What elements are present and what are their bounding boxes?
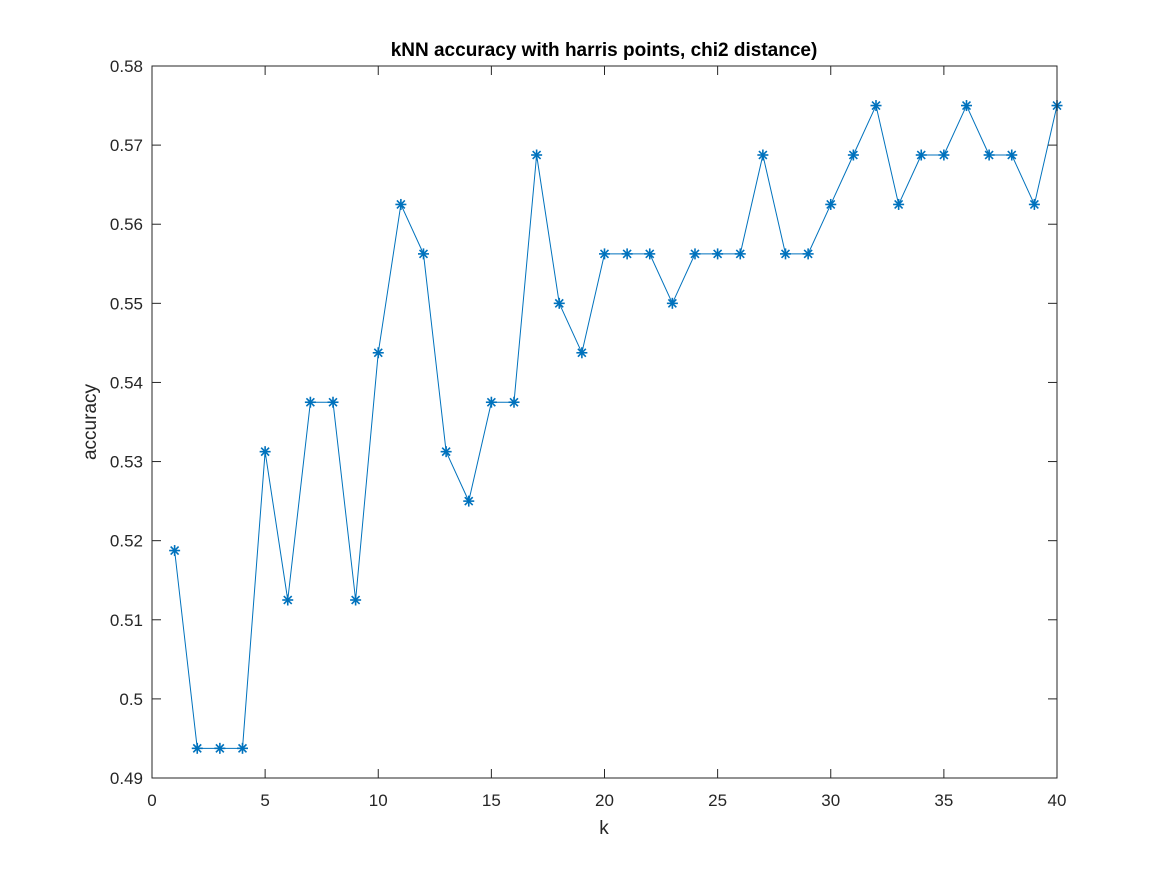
y-tick-label: 0.51	[110, 611, 143, 630]
data-point-marker	[644, 248, 656, 260]
data-point-marker	[418, 248, 429, 260]
x-tick-label: 0	[147, 791, 156, 810]
x-tick-label: 20	[595, 791, 614, 810]
data-point-marker	[282, 594, 294, 606]
data-point-marker	[847, 149, 859, 161]
data-point-marker	[191, 742, 203, 754]
y-tick-label: 0.52	[110, 532, 143, 551]
y-axis-label: accuracy	[80, 383, 101, 460]
x-tick-label: 35	[934, 791, 953, 810]
x-tick-label: 10	[369, 791, 388, 810]
data-point-marker	[983, 149, 995, 161]
data-point-marker	[780, 248, 791, 260]
x-tick-label: 15	[482, 791, 501, 810]
data-point-marker	[757, 149, 769, 161]
y-tick-label: 0.53	[110, 453, 143, 472]
data-point-marker	[553, 297, 565, 309]
y-tick-label: 0.58	[110, 57, 143, 76]
data-point-marker	[350, 594, 362, 606]
y-axis-ticks: 0.49 0.5 0.51 0.52 0.53 0.54 0.55 0.56 0.57 0.58	[110, 57, 1057, 788]
data-point-marker	[576, 347, 588, 359]
data-point-marker	[1028, 198, 1040, 210]
y-tick-label: 0.5	[119, 690, 143, 709]
data-point-marker	[169, 545, 181, 557]
data-point-marker	[327, 396, 339, 408]
data-point-marker	[938, 149, 950, 161]
data-point-marker	[531, 149, 543, 161]
data-point-marker	[915, 149, 927, 161]
data-point-marker	[734, 248, 746, 260]
chart-title: kNN accuracy with harris points, chi2 di…	[391, 40, 818, 61]
y-tick-label: 0.55	[110, 294, 143, 313]
data-point-marker	[463, 495, 475, 507]
data-point-marker	[802, 248, 814, 260]
data-point-marker	[893, 198, 905, 210]
y-tick-label: 0.54	[110, 373, 143, 392]
data-point-marker	[712, 248, 724, 260]
x-tick-label: 40	[1048, 791, 1067, 810]
data-point-marker	[508, 396, 520, 408]
y-tick-label: 0.56	[110, 215, 143, 234]
x-tick-label: 25	[708, 791, 727, 810]
data-point-marker	[440, 446, 452, 458]
y-tick-label: 0.49	[110, 769, 143, 788]
plot-area	[152, 66, 1057, 778]
y-tick-label: 0.57	[110, 136, 143, 155]
data-point-marker	[485, 396, 497, 408]
data-point-marker	[372, 347, 384, 359]
data-point-marker	[666, 297, 678, 309]
series-line	[174, 105, 1058, 749]
data-point-marker	[621, 248, 633, 260]
x-axis-ticks: 0 5 10 15 20 25 30 35 40	[147, 66, 1066, 810]
data-point-marker	[304, 396, 316, 408]
data-point-marker	[1006, 149, 1018, 161]
x-tick-label: 5	[260, 791, 269, 810]
series-line-layer	[174, 105, 1058, 749]
data-point-marker	[825, 198, 837, 210]
x-axis-label: k	[599, 818, 609, 839]
x-tick-label: 30	[821, 791, 840, 810]
data-point-marker	[870, 100, 882, 112]
data-point-marker	[259, 446, 271, 458]
data-point-marker	[237, 742, 248, 754]
data-point-marker	[214, 742, 226, 754]
data-point-marker	[689, 248, 701, 260]
data-point-marker	[961, 100, 972, 112]
marker-layer	[169, 100, 1063, 754]
data-point-marker	[599, 248, 610, 260]
data-point-marker	[395, 198, 407, 210]
